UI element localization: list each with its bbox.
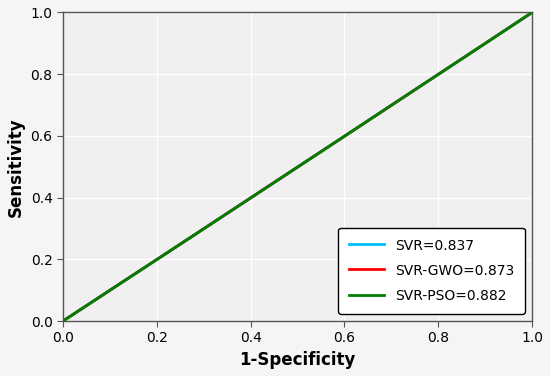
SVR-GWO=0.873 <box>314 152 320 157</box>
SVR-GWO=0.873 <box>285 171 292 175</box>
SVR=0.837 <box>285 171 292 175</box>
Y-axis label: Sensitivity: Sensitivity <box>7 117 25 217</box>
SVR-PSO=0.882 <box>339 135 345 140</box>
SVR-PSO=0.882 <box>283 173 289 177</box>
SVR-PSO=0.882 <box>444 66 451 71</box>
SVR=0.837 <box>339 135 345 140</box>
Line: SVR-GWO=0.873: SVR-GWO=0.873 <box>63 12 532 321</box>
SVR=0.837 <box>314 152 320 157</box>
SVR-PSO=0.882 <box>59 319 66 323</box>
SVR-GWO=0.873 <box>339 135 345 140</box>
SVR-GWO=0.873 <box>444 66 451 71</box>
Line: SVR-PSO=0.882: SVR-PSO=0.882 <box>63 12 532 321</box>
SVR-PSO=0.882 <box>529 10 535 15</box>
SVR=0.837 <box>529 10 535 15</box>
X-axis label: 1-Specificity: 1-Specificity <box>239 351 356 369</box>
SVR-GWO=0.873 <box>518 18 524 22</box>
SVR=0.837 <box>283 173 289 177</box>
SVR-GWO=0.873 <box>283 173 289 177</box>
Line: SVR=0.837: SVR=0.837 <box>63 12 532 321</box>
SVR-GWO=0.873 <box>59 319 66 323</box>
SVR-PSO=0.882 <box>518 18 524 22</box>
SVR-PSO=0.882 <box>314 152 320 157</box>
SVR-GWO=0.873 <box>529 10 535 15</box>
SVR=0.837 <box>518 18 524 22</box>
SVR=0.837 <box>444 66 451 71</box>
SVR-PSO=0.882 <box>285 171 292 175</box>
Legend: SVR=0.837, SVR-GWO=0.873, SVR-PSO=0.882: SVR=0.837, SVR-GWO=0.873, SVR-PSO=0.882 <box>338 228 525 314</box>
SVR=0.837 <box>59 319 66 323</box>
